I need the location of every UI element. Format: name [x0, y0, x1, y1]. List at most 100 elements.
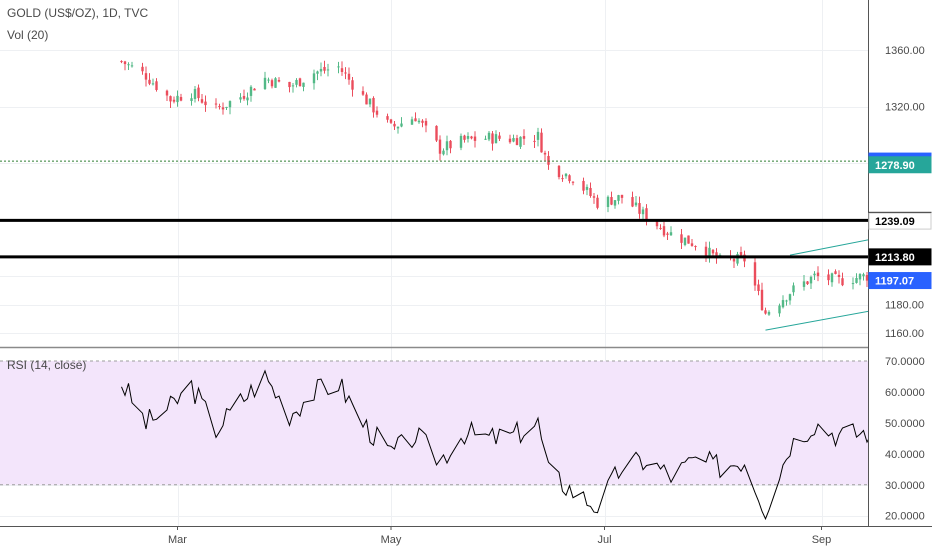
- price-tag-bg: [868, 272, 932, 290]
- candle-body: [459, 135, 463, 148]
- candle-body: [225, 106, 228, 108]
- candle-body: [312, 73, 316, 84]
- candle-body: [424, 120, 428, 126]
- candle-body: [389, 119, 393, 123]
- candle-body: [302, 82, 305, 87]
- candle-body: [561, 178, 564, 180]
- volume-label: Vol (20): [7, 28, 49, 42]
- candle-body: [473, 136, 477, 141]
- candle-body: [249, 86, 253, 96]
- candle-body: [148, 79, 151, 84]
- candle-body: [123, 61, 127, 65]
- candle-body: [781, 300, 785, 308]
- candle-body: [568, 175, 571, 182]
- candle-body: [547, 155, 550, 165]
- candle-body: [193, 89, 197, 99]
- candle-body: [792, 285, 795, 293]
- candle-body: [760, 289, 764, 311]
- candle-body: [736, 254, 739, 264]
- candle-body: [494, 134, 498, 144]
- candle-body: [190, 98, 193, 101]
- candle-body: [218, 106, 221, 108]
- candle-body: [414, 118, 417, 122]
- candle-body: [270, 80, 274, 87]
- candle-body: [757, 284, 760, 291]
- candle-body: [515, 138, 519, 146]
- candle-body: [417, 120, 421, 123]
- candle-body: [827, 274, 830, 281]
- candle-body: [767, 311, 771, 315]
- candle-body: [522, 136, 526, 139]
- candle-body: [540, 132, 543, 153]
- candle-body: [242, 96, 246, 99]
- candle-body: [463, 135, 466, 140]
- candle-body: [666, 233, 669, 235]
- time-axis-bg: [0, 526, 932, 550]
- candle-body: [753, 262, 757, 286]
- candle-body: [375, 110, 379, 115]
- price-tag-bg: [868, 156, 932, 174]
- candle-body: [200, 99, 204, 103]
- candle-body: [204, 101, 207, 106]
- candle-body: [445, 141, 449, 151]
- candle-body: [858, 274, 862, 280]
- time-tick-label: Sep: [812, 534, 832, 546]
- candle-body: [435, 125, 438, 141]
- candle-body: [655, 220, 659, 227]
- price-tag-label: 1213.80: [875, 252, 915, 264]
- candle-body: [613, 200, 617, 206]
- candle-body: [253, 88, 256, 91]
- candle-body: [438, 139, 442, 154]
- candle-body: [165, 90, 169, 96]
- candle-body: [365, 94, 368, 105]
- candle-body: [533, 140, 536, 142]
- candle-body: [596, 197, 599, 208]
- candle-body: [316, 71, 319, 74]
- candle-body: [393, 123, 396, 127]
- chart-title: GOLD (US$/OZ), 1D, TVC: [7, 6, 149, 20]
- candle-body: [169, 96, 172, 102]
- candle-body: [295, 79, 298, 85]
- candle-body: [739, 252, 743, 256]
- candle-body: [785, 300, 788, 302]
- candle-body: [197, 87, 200, 99]
- candle-body: [732, 259, 736, 262]
- candle-body: [536, 131, 540, 140]
- candle-body: [543, 152, 547, 155]
- candle-body: [606, 196, 610, 208]
- candle-body: [841, 278, 844, 286]
- candle-body: [834, 271, 837, 274]
- price-tag: 1197.07: [868, 272, 932, 290]
- rsi-tick-label: 50.0000: [885, 418, 925, 430]
- rsi-tick-label: 60.0000: [885, 387, 925, 399]
- candle-body: [617, 195, 620, 201]
- candle-body: [214, 103, 218, 105]
- candle-body: [557, 165, 561, 178]
- price-tag-bg: [868, 212, 932, 230]
- price-tag-label: 1197.07: [875, 276, 914, 288]
- candle-body: [449, 140, 452, 149]
- price-tick-label: 1160.00: [885, 328, 924, 340]
- candle-body: [806, 281, 809, 285]
- candle-body: [298, 78, 302, 87]
- candle-body: [361, 91, 365, 95]
- price-tick-label: 1320.00: [885, 102, 925, 114]
- price-tick-label: 1360.00: [885, 45, 925, 57]
- candle-body: [246, 97, 249, 101]
- candle-body: [351, 80, 354, 90]
- price-tick-label: 1180.00: [885, 300, 924, 312]
- candle-body: [130, 65, 134, 67]
- candle-body: [659, 227, 662, 229]
- candle-body: [344, 72, 347, 74]
- price-tag-bg: [868, 248, 932, 266]
- rsi-tick-label: 30.0000: [885, 480, 925, 492]
- candle-body: [179, 97, 183, 101]
- candle-body: [809, 276, 813, 284]
- candle-body: [498, 135, 501, 139]
- candle-body: [813, 273, 816, 276]
- candle-body: [151, 83, 155, 85]
- candle-body: [610, 197, 613, 205]
- candle-body: [683, 237, 687, 245]
- candle-body: [288, 81, 291, 88]
